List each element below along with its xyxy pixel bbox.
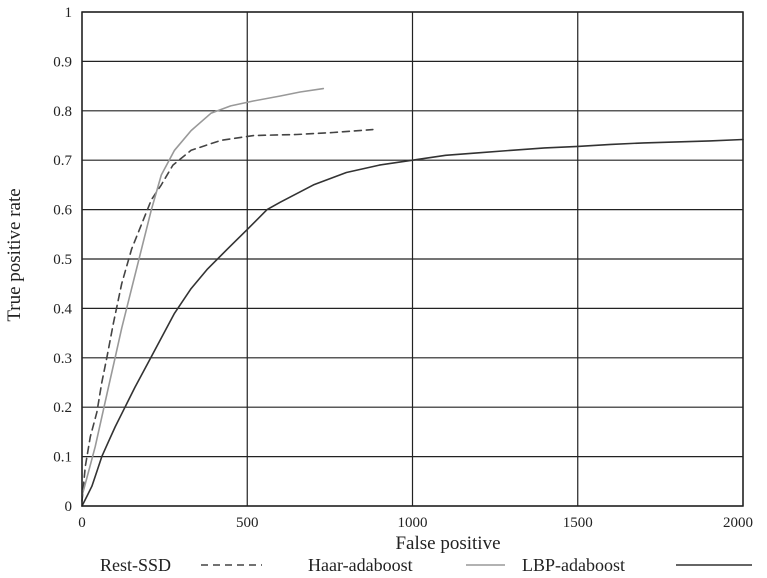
x-tick-label: 2000 [723, 515, 753, 531]
series-line-rest-ssd [81, 128, 374, 502]
y-tick-label: 0.6 [53, 203, 72, 219]
series-line-lbp-adaboost [81, 138, 744, 507]
y-tick-label: 0.3 [53, 351, 72, 367]
x-axis-title: False positive [395, 533, 500, 554]
y-tick-label: 1 [65, 5, 73, 21]
y-tick-label: 0.7 [53, 153, 72, 169]
plot-frame [81, 11, 744, 507]
y-tick-label: 0.1 [53, 450, 72, 466]
y-tick-label: 0.2 [53, 400, 72, 416]
legend-label-haar-adaboost: Haar-adaboost [308, 555, 413, 575]
y-tick-label: 0.9 [53, 54, 72, 70]
y-tick-label: 0.8 [53, 104, 72, 120]
grid [81, 11, 744, 507]
legend-label-rest-ssd: Rest-SSD [100, 555, 171, 575]
x-tick-label: 500 [236, 515, 259, 531]
y-tick-label: 0 [65, 499, 73, 515]
x-tick-label: 1500 [563, 515, 593, 531]
x-tick-labels: 0 500 1000 1500 2000 [78, 515, 753, 531]
legend: Rest-SSD Haar-adaboost LBP-adaboost [100, 555, 752, 575]
y-tick-label: 0.4 [53, 301, 72, 317]
y-tick-label: 0.5 [53, 252, 72, 268]
y-axis-title: True positive rate [4, 188, 25, 321]
series-line-haar-adaboost [81, 87, 325, 497]
legend-label-lbp-adaboost: LBP-adaboost [522, 555, 625, 575]
x-tick-label: 0 [78, 515, 86, 531]
x-tick-label: 1000 [398, 515, 428, 531]
series-lines [81, 87, 744, 507]
y-tick-labels: 0 0.1 0.2 0.3 0.4 0.5 0.6 0.7 0.8 0.9 1 [53, 5, 72, 515]
